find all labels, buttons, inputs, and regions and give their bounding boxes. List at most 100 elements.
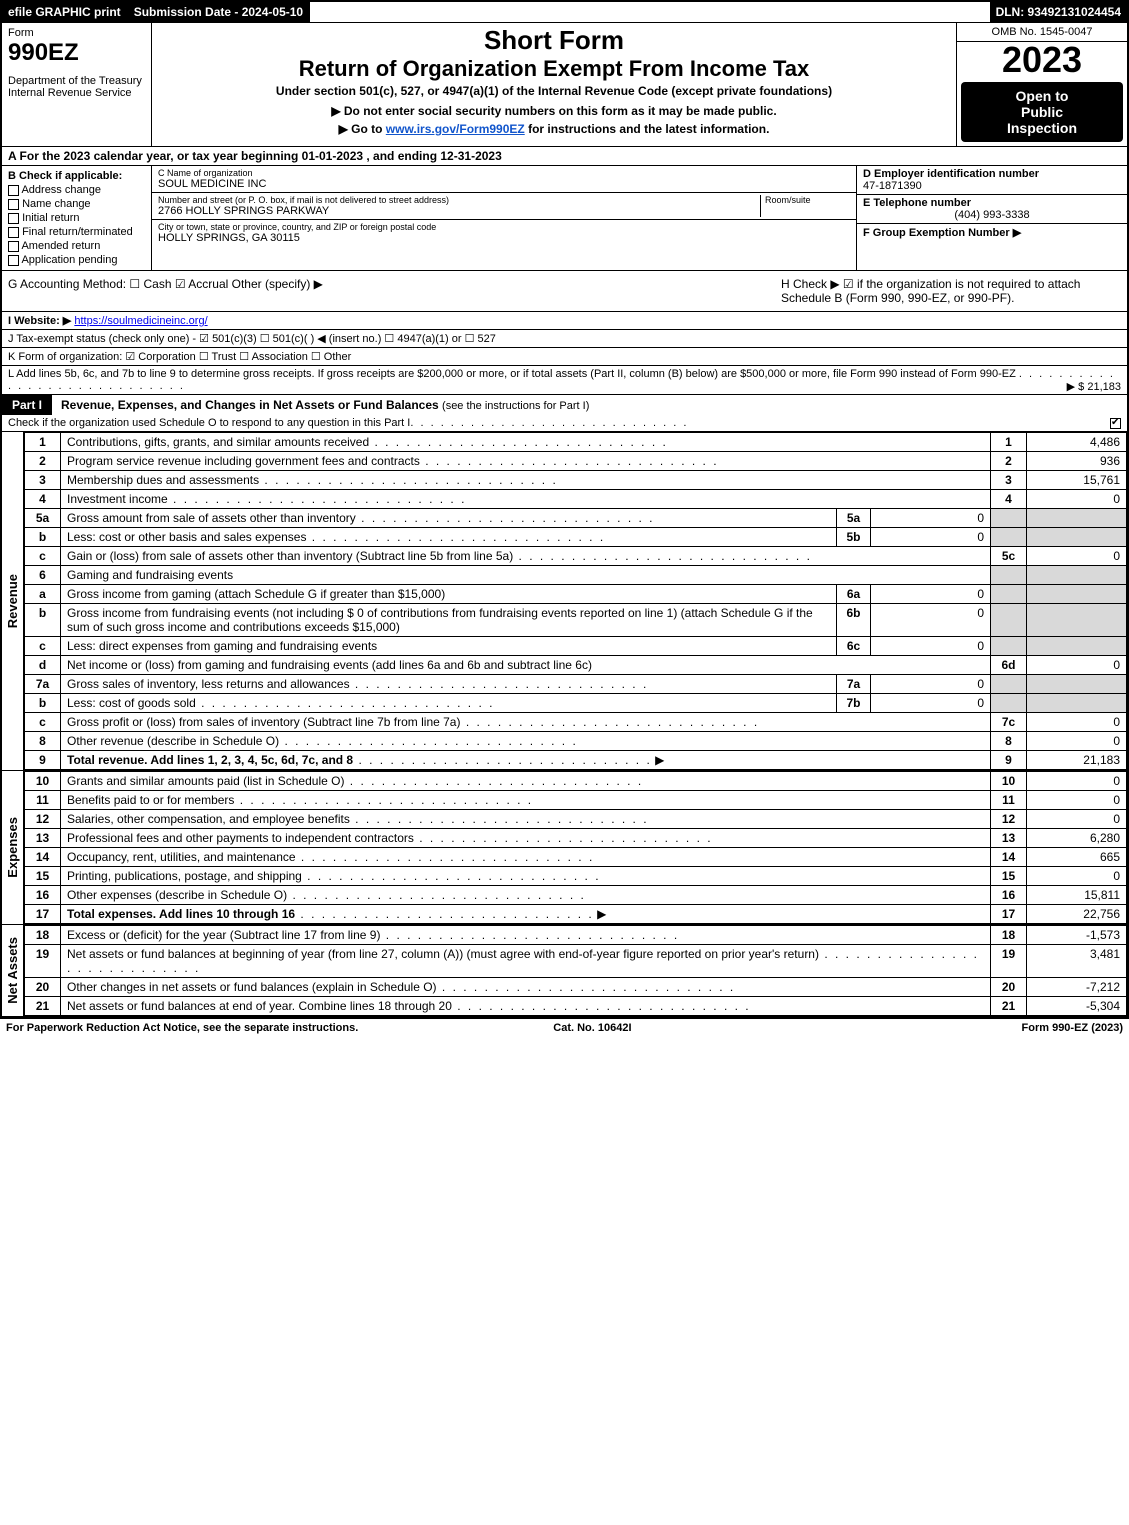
gross-receipts-text: L Add lines 5b, 6c, and 7b to line 9 to … — [8, 368, 1016, 380]
line-4: 4Investment income40 — [25, 490, 1127, 509]
group-exemption-cell: F Group Exemption Number ▶ — [857, 224, 1127, 241]
row-bcd: B Check if applicable: Address change Na… — [2, 165, 1127, 270]
form-990ez: efile GRAPHIC print Submission Date - 20… — [0, 0, 1129, 1018]
net-assets-table: 18Excess or (deficit) for the year (Subt… — [24, 925, 1127, 1016]
gross-receipts-row: L Add lines 5b, 6c, and 7b to line 9 to … — [2, 365, 1127, 394]
col-c-org-info: C Name of organization SOUL MEDICINE INC… — [152, 166, 857, 270]
schedule-o-check-row: Check if the organization used Schedule … — [2, 415, 1127, 431]
line-7c: cGross profit or (loss) from sales of in… — [25, 713, 1127, 732]
line-14: 14Occupancy, rent, utilities, and mainte… — [25, 848, 1127, 867]
schedule-o-text: Check if the organization used Schedule … — [8, 417, 410, 429]
short-form-title: Short Form — [160, 25, 948, 56]
org-name-label: C Name of organization — [158, 168, 850, 178]
org-name-cell: C Name of organization SOUL MEDICINE INC — [152, 166, 856, 193]
line-6a: aGross income from gaming (attach Schedu… — [25, 585, 1127, 604]
form-of-organization: K Form of organization: ☑ Corporation ☐ … — [2, 347, 1127, 365]
efile-print-label: efile GRAPHIC print — [2, 2, 128, 22]
line-5c: cGain or (loss) from sale of assets othe… — [25, 547, 1127, 566]
cb-application-pending[interactable]: Application pending — [8, 254, 145, 266]
line-18: 18Excess or (deficit) for the year (Subt… — [25, 926, 1127, 945]
line-5b: bLess: cost or other basis and sales exp… — [25, 528, 1127, 547]
line-7a: 7aGross sales of inventory, less returns… — [25, 675, 1127, 694]
line-3: 3Membership dues and assessments315,761 — [25, 471, 1127, 490]
top-bar: efile GRAPHIC print Submission Date - 20… — [2, 2, 1127, 22]
net-assets-tab: Net Assets — [2, 925, 24, 1016]
line-10: 10Grants and similar amounts paid (list … — [25, 772, 1127, 791]
gross-receipts-amount: ▶ $ 21,183 — [1067, 380, 1121, 393]
irs-label: Internal Revenue Service — [8, 87, 145, 99]
under-section: Under section 501(c), 527, or 4947(a)(1)… — [160, 84, 948, 98]
ein-label: D Employer identification number — [863, 168, 1121, 180]
cat-number: Cat. No. 10642I — [553, 1022, 631, 1034]
room-label: Room/suite — [765, 195, 850, 205]
line-6c: cLess: direct expenses from gaming and f… — [25, 637, 1127, 656]
website-label: I Website: ▶ — [8, 315, 71, 327]
open-line2: Public — [965, 104, 1119, 120]
org-name: SOUL MEDICINE INC — [158, 178, 850, 190]
line-1: 1Contributions, gifts, grants, and simil… — [25, 433, 1127, 452]
line-21: 21Net assets or fund balances at end of … — [25, 997, 1127, 1016]
line-9: 9Total revenue. Add lines 1, 2, 3, 4, 5c… — [25, 751, 1127, 770]
line-19: 19Net assets or fund balances at beginni… — [25, 945, 1127, 978]
header-center: Short Form Return of Organization Exempt… — [152, 23, 957, 146]
line-11: 11Benefits paid to or for members110 — [25, 791, 1127, 810]
group-exemption-label: F Group Exemption Number ▶ — [863, 226, 1121, 239]
form-label: Form — [8, 27, 145, 39]
website-link[interactable]: https://soulmedicineinc.org/ — [74, 315, 207, 327]
form-header: Form 990EZ Department of the Treasury In… — [2, 22, 1127, 146]
open-to-public-badge: Open to Public Inspection — [961, 82, 1123, 142]
goto-pre: ▶ Go to — [339, 122, 386, 136]
line-15: 15Printing, publications, postage, and s… — [25, 867, 1127, 886]
cb-name-change[interactable]: Name change — [8, 198, 145, 210]
schedule-o-checkbox[interactable] — [1110, 417, 1121, 429]
street-cell: Number and street (or P. O. box, if mail… — [152, 193, 856, 220]
part1-header: Part I Revenue, Expenses, and Changes in… — [2, 394, 1127, 415]
ein-cell: D Employer identification number 47-1871… — [857, 166, 1127, 195]
line-17: 17Total expenses. Add lines 10 through 1… — [25, 905, 1127, 924]
form-number: 990EZ — [8, 39, 145, 67]
line-6: 6Gaming and fundraising events — [25, 566, 1127, 585]
line-13: 13Professional fees and other payments t… — [25, 829, 1127, 848]
row-g-h: G Accounting Method: ☐ Cash ☑ Accrual Ot… — [2, 270, 1127, 311]
expenses-section: Expenses 10Grants and similar amounts pa… — [2, 770, 1127, 924]
ssn-warning: ▶ Do not enter social security numbers o… — [160, 104, 948, 118]
paperwork-notice: For Paperwork Reduction Act Notice, see … — [6, 1022, 358, 1034]
line-12: 12Salaries, other compensation, and empl… — [25, 810, 1127, 829]
col-b-header: B Check if applicable: — [8, 170, 145, 182]
goto-instructions: ▶ Go to www.irs.gov/Form990EZ for instru… — [160, 122, 948, 136]
schedule-b-check: H Check ▶ ☑ if the organization is not r… — [781, 277, 1121, 305]
cb-initial-return[interactable]: Initial return — [8, 212, 145, 224]
header-left: Form 990EZ Department of the Treasury In… — [2, 23, 152, 146]
phone-value: (404) 993-3338 — [863, 209, 1121, 221]
revenue-section: Revenue 1Contributions, gifts, grants, a… — [2, 431, 1127, 770]
street-label: Number and street (or P. O. box, if mail… — [158, 195, 760, 205]
city-label: City or town, state or province, country… — [158, 222, 850, 232]
city-value: HOLLY SPRINGS, GA 30115 — [158, 232, 850, 244]
ein-value: 47-1871390 — [863, 180, 1121, 192]
cb-final-return[interactable]: Final return/terminated — [8, 226, 145, 238]
line-2: 2Program service revenue including gover… — [25, 452, 1127, 471]
form-id-footer: Form 990-EZ (2023) — [1022, 1022, 1123, 1034]
line-6b: bGross income from fundraising events (n… — [25, 604, 1127, 637]
cb-amended-return[interactable]: Amended return — [8, 240, 145, 252]
tax-year: 2023 — [957, 42, 1127, 78]
line-20: 20Other changes in net assets or fund ba… — [25, 978, 1127, 997]
net-assets-section: Net Assets 18Excess or (deficit) for the… — [2, 924, 1127, 1016]
page-footer: For Paperwork Reduction Act Notice, see … — [0, 1018, 1129, 1037]
goto-post: for instructions and the latest informat… — [525, 122, 770, 136]
line-6d: dNet income or (loss) from gaming and fu… — [25, 656, 1127, 675]
header-right: OMB No. 1545-0047 2023 Open to Public In… — [957, 23, 1127, 146]
cb-address-change[interactable]: Address change — [8, 184, 145, 196]
part1-title: Revenue, Expenses, and Changes in Net As… — [53, 395, 1127, 415]
tax-exempt-status: J Tax-exempt status (check only one) - ☑… — [2, 329, 1127, 347]
phone-label: E Telephone number — [863, 197, 1121, 209]
open-line1: Open to — [965, 88, 1119, 104]
irs-link[interactable]: www.irs.gov/Form990EZ — [386, 122, 525, 136]
col-b-checkboxes: B Check if applicable: Address change Na… — [2, 166, 152, 270]
city-cell: City or town, state or province, country… — [152, 220, 856, 246]
expenses-table: 10Grants and similar amounts paid (list … — [24, 771, 1127, 924]
open-line3: Inspection — [965, 120, 1119, 136]
revenue-tab: Revenue — [2, 432, 24, 770]
phone-cell: E Telephone number (404) 993-3338 — [857, 195, 1127, 224]
dept-treasury: Department of the Treasury — [8, 75, 145, 87]
